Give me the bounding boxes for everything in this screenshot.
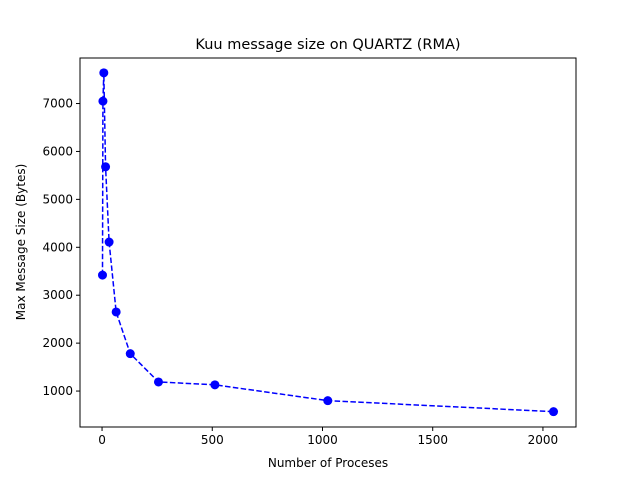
data-point-0-2 [99,68,109,78]
y-tick-label-6: 7000 [42,97,73,111]
data-point-0-8 [210,380,220,390]
plot-area: 0 500 1000 1500 2000 1000 2000 3000 4000 5000 6000… [42,57,577,447]
y-axis-label: Max Message Size (Bytes) [14,164,28,321]
series-line-0 [101,72,554,413]
data-point-0-9 [323,396,333,406]
y-tick-label-0: 1000 [42,384,73,398]
plot-frame [79,57,577,428]
data-point-0-5 [111,307,121,317]
x-tick-label-1: 500 [201,433,224,447]
y-tick-label-5: 6000 [42,144,73,158]
data-point-0-6 [125,349,135,359]
data-point-0-1 [98,96,108,106]
x-tick-label-2: 1000 [307,433,338,447]
data-point-0-3 [101,162,111,172]
y-tick-label-4: 5000 [42,192,73,206]
data-point-0-0 [97,270,107,280]
x-tick-label-4: 2000 [528,433,559,447]
x-tick-label-0: 0 [98,433,106,447]
data-point-0-10 [549,407,559,417]
chart-title: Kuu message size on QUARTZ (RMA) [195,37,460,53]
x-tick-label-3: 1500 [417,433,448,447]
data-point-0-7 [153,377,163,387]
x-axis-label: Number of Proceses [268,456,388,470]
data-point-0-4 [104,237,114,247]
y-tick-label-1: 2000 [42,336,73,350]
y-tick-label-3: 4000 [42,240,73,254]
y-tick-label-2: 3000 [42,288,73,302]
